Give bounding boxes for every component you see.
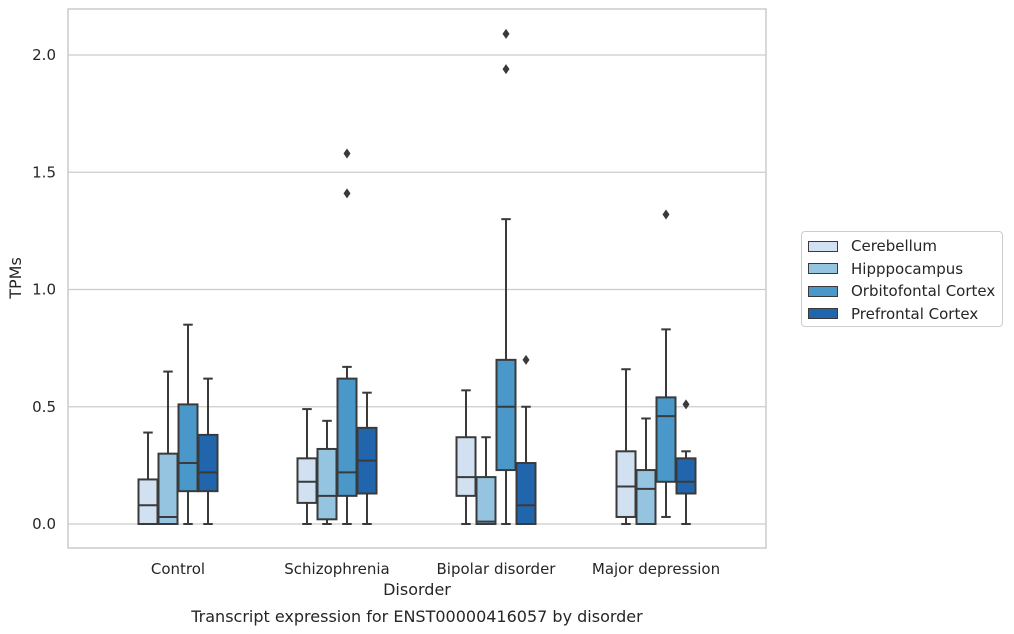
box-group [515,354,537,525]
outlier-point [522,354,530,365]
y-tick-label: 2.0 [32,46,56,64]
box-group [336,148,358,525]
x-axis-label: Disorder [383,580,451,599]
box-group [655,209,677,518]
box [495,358,517,472]
legend-swatch [808,308,838,320]
box-group [675,399,697,525]
x-tick-label: Schizophrenia [284,560,389,578]
y-tick-label: 0.0 [32,515,56,533]
outlier-point [502,64,510,75]
box-series [137,28,697,526]
x-tick-label: Major depression [592,560,720,578]
legend-label: Hipppocampus [851,259,964,278]
box [615,450,637,518]
box [296,457,318,504]
legend: Cerebellum Hipppocampus Orbitofontal Corte… [801,231,1003,327]
box [475,476,497,526]
box [635,469,657,526]
chart-title: Transcript expression for ENST0000041605… [190,607,643,626]
y-tick-label: 1.5 [32,163,56,181]
box [177,403,199,493]
legend-item: Cerebellum [808,235,1002,258]
box [336,377,358,497]
outlier-point [343,148,351,159]
y-axis-label: TPMs [6,257,25,300]
legend-item: Prefrontal Cortex [808,303,1002,326]
x-tick-labels: Control Schizophrenia Bipolar disorder Majo… [151,560,720,578]
box-group [475,436,497,526]
box-group [316,419,338,525]
x-tick-label: Bipolar disorder [437,560,557,578]
box-group [157,370,179,525]
legend-swatch [808,285,838,297]
box-group [635,417,657,526]
outlier-point [343,188,351,199]
legend-item: Orbitofontal Cortex [808,280,1002,303]
outlier-point [502,28,510,39]
box-group [495,28,517,525]
box-group [177,323,199,525]
box-group [137,431,159,526]
legend-item: Hipppocampus [808,258,1002,281]
plot-area-frame [67,8,767,549]
box-group [296,408,318,525]
legend-label: Orbitofontal Cortex [851,282,996,301]
box [197,433,219,493]
box-group [455,389,477,525]
box [515,462,537,525]
outlier-point [682,399,690,410]
box [157,452,179,525]
legend-label: Prefrontal Cortex [851,304,979,323]
legend-swatch [808,240,838,252]
box-group [197,377,219,525]
x-tick-label: Control [151,560,205,578]
box [675,457,697,495]
y-tick-labels: 0.0 0.5 1.0 1.5 2.0 [32,46,56,533]
box [655,396,677,483]
box [137,478,159,526]
legend-swatch [808,263,838,275]
box-group [356,391,378,525]
outlier-point [662,209,670,220]
legend-label: Cerebellum [851,237,937,256]
y-tick-label: 1.0 [32,281,56,299]
box [316,447,338,521]
y-tick-label: 0.5 [32,398,56,416]
box-group [615,368,637,525]
box [455,436,477,497]
